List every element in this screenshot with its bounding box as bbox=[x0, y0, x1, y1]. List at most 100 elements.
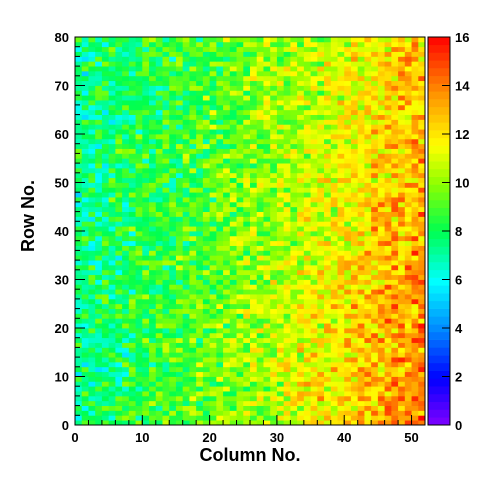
heatmap-cell bbox=[384, 318, 392, 324]
heatmap-cell bbox=[263, 313, 271, 319]
heatmap-cell bbox=[391, 260, 399, 266]
heatmap-cell bbox=[135, 163, 143, 169]
heatmap-cell bbox=[357, 70, 365, 77]
heatmap-cell bbox=[290, 308, 298, 314]
heatmap-cell bbox=[404, 182, 412, 188]
heatmap-cell bbox=[75, 289, 83, 295]
heatmap-cell bbox=[283, 37, 291, 43]
heatmap-cell bbox=[135, 46, 143, 52]
heatmap-cell bbox=[364, 85, 372, 91]
heatmap-cell bbox=[189, 61, 197, 67]
heatmap-cell bbox=[283, 134, 291, 140]
heatmap-cell bbox=[236, 148, 244, 154]
heatmap-cell bbox=[115, 211, 123, 217]
heatmap-cell bbox=[371, 221, 379, 227]
heatmap-cell bbox=[337, 216, 345, 222]
heatmap-cell bbox=[411, 187, 419, 193]
heatmap-cell bbox=[330, 129, 338, 135]
heatmap-cell bbox=[182, 70, 190, 77]
heatmap-cell bbox=[81, 206, 89, 212]
heatmap-cell bbox=[182, 381, 190, 387]
heatmap-cell bbox=[384, 153, 392, 159]
heatmap-cell bbox=[175, 289, 184, 295]
heatmap-cell bbox=[283, 264, 291, 271]
heatmap-cell bbox=[75, 255, 83, 261]
heatmap-cell bbox=[283, 216, 291, 222]
heatmap-cell bbox=[250, 405, 258, 411]
heatmap-cell bbox=[216, 109, 224, 115]
heatmap-cell bbox=[149, 85, 157, 91]
heatmap-cell bbox=[330, 405, 338, 411]
heatmap-cell bbox=[276, 415, 285, 421]
heatmap-cell bbox=[115, 342, 123, 348]
heatmap-cell bbox=[209, 381, 217, 387]
heatmap-cell bbox=[229, 405, 237, 411]
heatmap-cell bbox=[142, 216, 150, 222]
heatmap-cell bbox=[169, 400, 177, 406]
heatmap-cell bbox=[303, 342, 311, 348]
heatmap-cell bbox=[398, 386, 406, 392]
heatmap-cell bbox=[95, 250, 103, 256]
heatmap-cell bbox=[216, 138, 224, 145]
y-tick-label: 60 bbox=[55, 127, 69, 142]
heatmap-cell bbox=[330, 66, 338, 72]
heatmap-cell bbox=[155, 75, 163, 82]
heatmap-cell bbox=[290, 61, 298, 67]
heatmap-cell bbox=[290, 66, 298, 72]
heatmap-cell bbox=[297, 192, 305, 198]
heatmap-cell bbox=[324, 303, 332, 309]
heatmap-cell bbox=[324, 391, 332, 397]
heatmap-cell bbox=[189, 279, 197, 285]
heatmap-cell bbox=[377, 405, 386, 411]
heatmap-cell bbox=[155, 386, 163, 392]
heatmap-cell bbox=[283, 143, 291, 149]
heatmap-cell bbox=[350, 143, 359, 149]
heatmap-cell bbox=[101, 361, 110, 368]
heatmap-cell bbox=[196, 148, 204, 154]
heatmap-cell bbox=[324, 420, 332, 426]
heatmap-cell bbox=[229, 56, 237, 62]
heatmap-cell bbox=[189, 410, 197, 416]
heatmap-cell bbox=[398, 56, 406, 62]
heatmap-cell bbox=[398, 163, 406, 169]
heatmap-cell bbox=[122, 342, 130, 348]
heatmap-cell bbox=[317, 371, 325, 377]
heatmap-cell bbox=[256, 104, 264, 111]
heatmap-cell bbox=[108, 332, 116, 339]
heatmap-cell bbox=[263, 264, 271, 271]
heatmap-cell bbox=[337, 119, 345, 125]
heatmap-cell bbox=[182, 328, 190, 334]
heatmap-cell bbox=[357, 337, 365, 343]
heatmap-cell bbox=[142, 264, 150, 271]
heatmap-cell bbox=[155, 361, 163, 368]
heatmap-cell bbox=[95, 240, 103, 246]
heatmap-cell bbox=[357, 328, 365, 334]
heatmap-cell bbox=[122, 221, 130, 227]
heatmap-cell bbox=[101, 192, 110, 198]
colorbar-segment bbox=[428, 417, 450, 426]
heatmap-cell bbox=[398, 420, 406, 426]
heatmap-cell bbox=[135, 95, 143, 101]
heatmap-cell bbox=[270, 95, 278, 101]
heatmap-cell bbox=[196, 226, 204, 232]
heatmap-cell bbox=[128, 420, 136, 426]
heatmap-cell bbox=[411, 70, 419, 77]
heatmap-cell bbox=[81, 279, 89, 285]
heatmap-cell bbox=[142, 323, 150, 329]
heatmap-cell bbox=[169, 192, 177, 198]
heatmap-cell bbox=[128, 197, 136, 203]
heatmap-cell bbox=[377, 80, 386, 86]
heatmap-cell bbox=[418, 163, 426, 169]
heatmap-cell bbox=[384, 274, 392, 280]
heatmap-cell bbox=[317, 410, 325, 416]
heatmap-cell bbox=[290, 192, 298, 198]
heatmap-cell bbox=[142, 46, 150, 52]
heatmap-cell bbox=[108, 148, 116, 154]
heatmap-cell bbox=[243, 109, 251, 115]
heatmap-cell bbox=[398, 51, 406, 57]
heatmap-cell bbox=[398, 211, 406, 217]
heatmap-cell bbox=[357, 216, 365, 222]
heatmap-cell bbox=[209, 298, 217, 305]
heatmap-cell bbox=[310, 395, 318, 402]
heatmap-cell bbox=[371, 70, 379, 77]
